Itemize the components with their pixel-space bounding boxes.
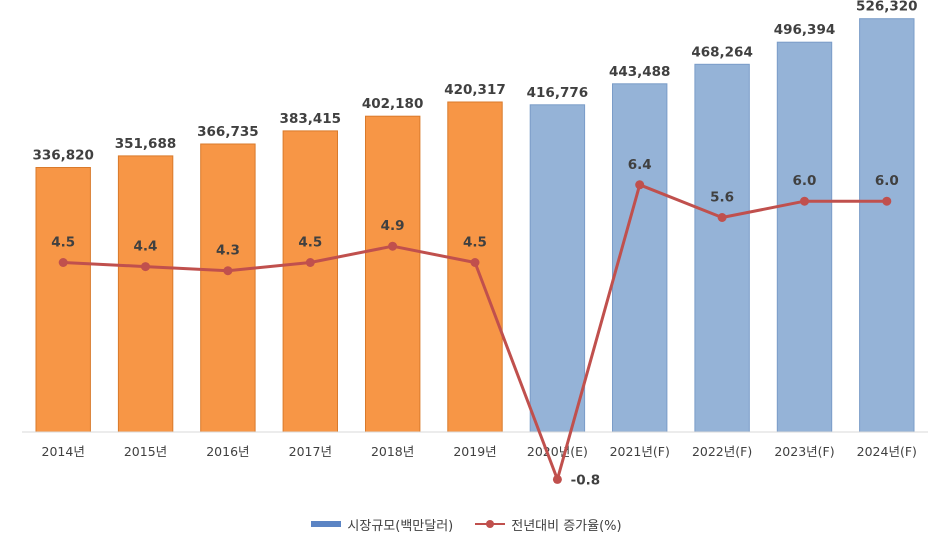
rate-point-2024년(F)	[882, 196, 892, 206]
bar-2017년	[282, 130, 339, 433]
x-tick-label: 2022년(F)	[692, 444, 752, 459]
x-axis-tick-labels: 2014년 2015년 2016년 2017년 2018년 2019년 2020년(E) 20…	[42, 444, 917, 459]
rate-value-label: 6.0	[793, 173, 817, 189]
legend-bar-swatch	[311, 521, 342, 527]
rate-value-label: 6.0	[875, 173, 899, 189]
legend-line-swatch	[475, 520, 506, 528]
legend-item-growth-rate: 전년대비 증가율(%)	[475, 515, 622, 534]
bar-value-label: 526,320	[856, 0, 918, 15]
rate-point-2016년	[223, 266, 233, 276]
rate-value-label: 4.3	[216, 243, 240, 259]
bar-data-labels: 336,820 351,688 366,735 383,415 402,180 420,3…	[32, 0, 917, 164]
legend-item-market-size: 시장규모(백만달러)	[311, 515, 453, 534]
x-tick-label: 2024년(F)	[857, 444, 917, 459]
bar-series	[35, 18, 915, 433]
rate-value-label: 6.4	[628, 157, 652, 173]
bar-value-label: 468,264	[691, 44, 753, 60]
rate-value-label: 4.9	[381, 218, 405, 234]
bar-value-label: 496,394	[774, 22, 836, 38]
bar-2014년	[35, 167, 91, 433]
x-tick-label: 2018년	[371, 444, 414, 459]
bar-2022년(F)	[694, 63, 750, 433]
bar-2015년	[117, 155, 174, 433]
rate-value-label: 5.6	[710, 190, 734, 206]
bar-2018년	[365, 115, 421, 433]
bar-value-label: 351,688	[115, 136, 177, 152]
rate-point-2015년	[141, 262, 150, 272]
x-tick-label: 2019년	[453, 444, 496, 459]
bar-value-label: 383,415	[280, 111, 342, 127]
x-tick-label: 2020년(E)	[527, 444, 588, 459]
bar-value-label: 420,317	[444, 82, 506, 98]
rate-point-2023년(F)	[800, 196, 809, 206]
rate-value-label: 4.4	[134, 239, 158, 255]
bar-value-label: 402,180	[362, 96, 424, 112]
rate-point-2021년(F)	[635, 180, 645, 190]
rate-value-label: 4.5	[463, 235, 487, 251]
x-tick-label: 2015년	[124, 444, 167, 459]
x-tick-label: 2021년(F)	[610, 444, 670, 459]
rate-point-2017년	[305, 258, 315, 267]
rate-point-2018년	[388, 241, 398, 251]
x-tick-label: 2023년(F)	[774, 444, 834, 459]
bar-value-label: 416,776	[527, 85, 589, 101]
legend-label-market-size: 시장규모(백만달러)	[347, 518, 454, 534]
rate-point-2020년(E)	[552, 474, 562, 484]
bar-2023년(F)	[776, 41, 833, 433]
bar-2020년(E)	[529, 104, 586, 433]
bar-value-label: 336,820	[32, 148, 94, 164]
bar-value-label: 366,735	[197, 124, 259, 140]
rate-value-label: 4.5	[298, 235, 322, 251]
rate-point-2014년	[58, 258, 68, 267]
rate-data-labels: 4.5 4.4 4.3 4.5 4.9 4.5 -0.8 6.4 5.6 6.0 6.0	[51, 157, 899, 489]
rate-value-label: -0.8	[571, 472, 601, 488]
x-tick-label: 2017년	[289, 444, 332, 459]
rate-value-label: 4.5	[51, 235, 75, 251]
bar-2024년(F)	[859, 18, 915, 433]
legend-label-growth-rate: 전년대비 증가율(%)	[511, 518, 622, 534]
bar-2016년	[200, 143, 256, 433]
bar-2021년(F)	[612, 83, 668, 433]
legend: 시장규모(백만달러) 전년대비 증가율(%)	[0, 512, 933, 536]
x-tick-label: 2014년	[42, 444, 85, 459]
rate-line-series	[58, 180, 892, 484]
rate-point-2022년(F)	[717, 213, 727, 222]
bar-value-label: 443,488	[609, 64, 671, 80]
x-tick-label: 2016년	[206, 444, 249, 459]
rate-point-2019년	[470, 258, 480, 267]
